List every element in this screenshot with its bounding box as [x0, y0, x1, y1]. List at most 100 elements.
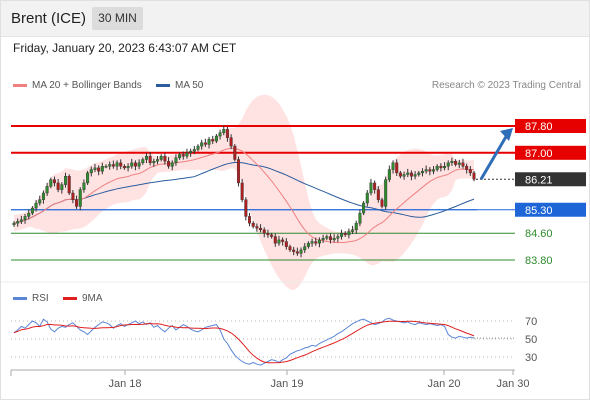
- candle-body: [203, 142, 207, 145]
- candle-body: [446, 162, 450, 167]
- ma20-swatch: [13, 83, 27, 87]
- research-credit: Research © 2023 Trading Central: [431, 80, 581, 91]
- legend-rsi: RSI: [13, 293, 49, 304]
- candle-body: [60, 184, 64, 190]
- level-tag-87.00: [515, 145, 586, 160]
- candle-body: [41, 192, 45, 200]
- candle-body: [45, 186, 49, 194]
- candle-body: [19, 219, 23, 222]
- candle-body: [435, 165, 439, 170]
- candle-body: [317, 239, 321, 244]
- rsi-swatch: [13, 296, 27, 300]
- candle-body: [255, 226, 259, 229]
- candle-body: [133, 162, 137, 167]
- candle-body: [178, 154, 182, 159]
- candle-body: [181, 154, 185, 157]
- candle-body: [251, 222, 255, 227]
- candle-body: [432, 169, 436, 172]
- x-tick-label-3: Jan 30: [496, 378, 529, 390]
- candle-body: [417, 172, 421, 175]
- candle-body: [126, 165, 130, 169]
- candle-body: [277, 239, 281, 244]
- candle-body: [49, 179, 53, 187]
- candle-body: [152, 160, 156, 164]
- legend-ma50: MA 50: [156, 80, 203, 91]
- forecast-arrow-shaft: [479, 134, 509, 181]
- level-label-85.30: 85.30: [525, 205, 553, 217]
- x-tick-label-1: Jan 19: [270, 378, 303, 390]
- candle-body: [248, 216, 252, 224]
- candle-body: [115, 162, 119, 167]
- candle-body: [461, 162, 465, 167]
- timeframe-badge[interactable]: 30 MIN: [92, 7, 143, 30]
- candle-body: [465, 165, 469, 170]
- candle-body: [12, 222, 16, 226]
- candle-body: [428, 169, 432, 172]
- candle-body: [222, 129, 226, 133]
- candle-body: [450, 160, 454, 164]
- legend-ma20: MA 20 + Bollinger Bands: [13, 80, 142, 91]
- candle-body: [398, 172, 402, 177]
- candle-body: [362, 202, 366, 214]
- candle-body: [214, 135, 218, 142]
- candle-body: [71, 192, 75, 200]
- candle-body: [413, 174, 417, 177]
- candle-body: [439, 165, 443, 169]
- candle-body: [211, 139, 215, 142]
- candle-body: [303, 246, 307, 251]
- candle-body: [270, 234, 274, 237]
- candle-body: [284, 241, 288, 247]
- level-label-86.21: 86.21: [525, 174, 553, 186]
- candle-body: [174, 157, 178, 164]
- candle-body: [233, 145, 237, 160]
- candle-body: [119, 162, 123, 167]
- candle-body: [406, 172, 410, 175]
- candle-body: [78, 189, 82, 207]
- candle-body: [104, 165, 108, 168]
- candle-body: [93, 167, 97, 170]
- candle-body: [443, 165, 447, 169]
- candle-body: [144, 155, 148, 160]
- candle-body: [122, 165, 126, 169]
- rsi-tick-30: 30: [525, 352, 537, 364]
- candle-body: [409, 172, 413, 177]
- candle-body: [288, 246, 292, 251]
- candle-body: [192, 149, 196, 152]
- candle-body: [380, 199, 384, 207]
- candle-body: [67, 176, 71, 194]
- candle-body: [156, 159, 160, 162]
- candle-body: [314, 241, 318, 244]
- level-label-87.00: 87.00: [525, 148, 553, 160]
- candle-body: [365, 192, 369, 204]
- header-bar: Brent (ICE) 30 MIN: [0, 0, 590, 37]
- timestamp: Friday, January 20, 2023 6:43:07 AM CET: [13, 41, 237, 55]
- candle-body: [141, 159, 145, 164]
- candle-body: [292, 249, 296, 252]
- candle-body: [347, 231, 351, 236]
- candle-body: [218, 132, 222, 137]
- candle-body: [196, 145, 200, 150]
- candle-body: [56, 182, 60, 190]
- candle-body: [295, 251, 299, 254]
- candle-body: [185, 152, 189, 157]
- instrument-title: Brent (ICE): [11, 10, 87, 27]
- 9ma-label: 9MA: [82, 293, 103, 304]
- candle-body: [97, 167, 101, 172]
- candle-body: [299, 249, 303, 254]
- candle-body: [159, 155, 163, 160]
- candle-body: [130, 162, 134, 167]
- candle-body: [310, 241, 314, 244]
- rsi-tick-50: 50: [525, 334, 537, 346]
- candle-body: [391, 162, 395, 170]
- ma50-label: MA 50: [175, 80, 204, 91]
- candle-body: [395, 162, 399, 174]
- level-label-83.80: 83.80: [525, 255, 553, 267]
- candle-body: [321, 238, 325, 241]
- candle-body: [262, 229, 266, 234]
- ma20-label: MA 20 + Bollinger Bands: [32, 80, 142, 91]
- candle-body: [336, 236, 340, 239]
- candle-body: [266, 232, 270, 236]
- candle-body: [189, 150, 193, 153]
- candle-body: [244, 199, 248, 217]
